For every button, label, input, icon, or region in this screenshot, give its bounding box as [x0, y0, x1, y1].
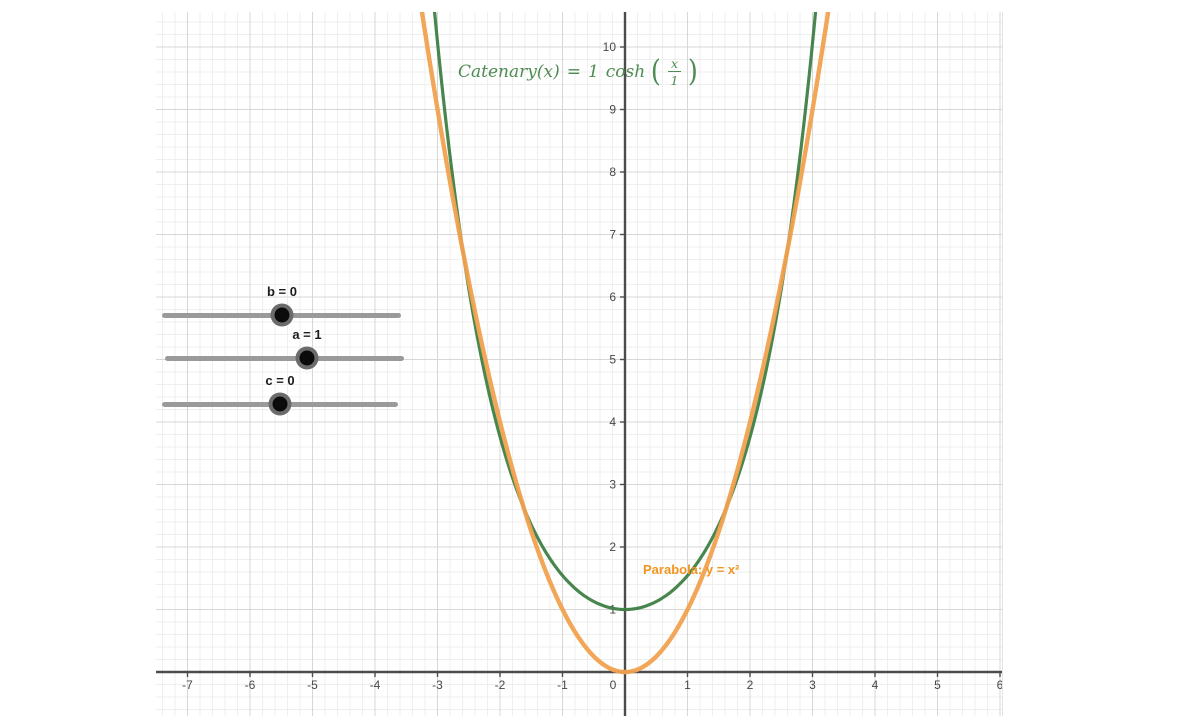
slider-b-handle[interactable]: [270, 303, 294, 327]
catenary-label-prefix: Catenary(x): [458, 62, 560, 82]
x-tick-label: 3: [809, 678, 816, 692]
slider-a-handle[interactable]: [295, 346, 319, 370]
y-tick-label: 7: [609, 228, 616, 242]
x-tick-label: -5: [307, 678, 318, 692]
catenary-curve[interactable]: [431, 12, 819, 612]
catenary-label-coefficient: 1: [587, 62, 599, 82]
x-tick-label: -3: [432, 678, 443, 692]
x-tick-label: 6: [997, 678, 1003, 692]
x-tick-label: 5: [934, 678, 941, 692]
fraction-numerator: x: [667, 56, 681, 72]
y-tick-label: 3: [609, 478, 616, 492]
grid-minor: [156, 12, 1002, 716]
parabola-curve[interactable]: [414, 12, 837, 675]
grid-major: [156, 12, 1002, 716]
catenary-label-equals: =: [566, 62, 581, 82]
axis-ticks: [186, 46, 1001, 677]
x-tick-label: -2: [495, 678, 506, 692]
plot-area[interactable]: -7 -6 -5 -4 -3 -2 -1 0 1 2 3 4 5 6 1 2 3 4 5 6 7 8 9 10: [156, 12, 1003, 716]
axis-tick-labels: -7 -6 -5 -4 -3 -2 -1 0 1 2 3 4 5 6 1 2 3 4 5 6 7 8 9 10: [182, 40, 1003, 692]
y-tick-label: 2: [609, 540, 616, 554]
y-tick-label: 9: [609, 103, 616, 117]
slider-c-handle[interactable]: [268, 392, 292, 416]
y-tick-label: 8: [609, 165, 616, 179]
slider-a-track[interactable]: [165, 355, 404, 361]
x-tick-label: 1: [684, 678, 691, 692]
slider-a-label: a = 1: [292, 327, 322, 342]
slider-b-label: b = 0: [266, 284, 297, 299]
catenary-label-function: cosh: [605, 62, 646, 82]
fraction: x 1: [667, 56, 681, 88]
x-tick-label: 2: [747, 678, 754, 692]
y-tick-label: 5: [609, 353, 616, 367]
y-tick-label: 6: [609, 290, 616, 304]
x-tick-label: -4: [370, 678, 381, 692]
x-tick-label: 0: [610, 678, 617, 692]
slider-c-label: c = 0: [265, 373, 295, 388]
fraction-denominator: 1: [670, 73, 679, 88]
catenary-equation-label[interactable]: Catenary(x) = 1 cosh ( x 1 ): [458, 54, 698, 89]
close-paren: ): [687, 54, 698, 89]
y-tick-label: 10: [603, 40, 617, 54]
x-tick-label: -6: [245, 678, 256, 692]
parabola-equation-label[interactable]: Parabola: y = x²: [643, 562, 740, 577]
x-tick-label: 4: [872, 678, 879, 692]
open-paren: (: [651, 54, 662, 89]
y-tick-label: 4: [609, 415, 616, 429]
x-tick-label: -7: [182, 678, 193, 692]
x-tick-label: -1: [557, 678, 568, 692]
